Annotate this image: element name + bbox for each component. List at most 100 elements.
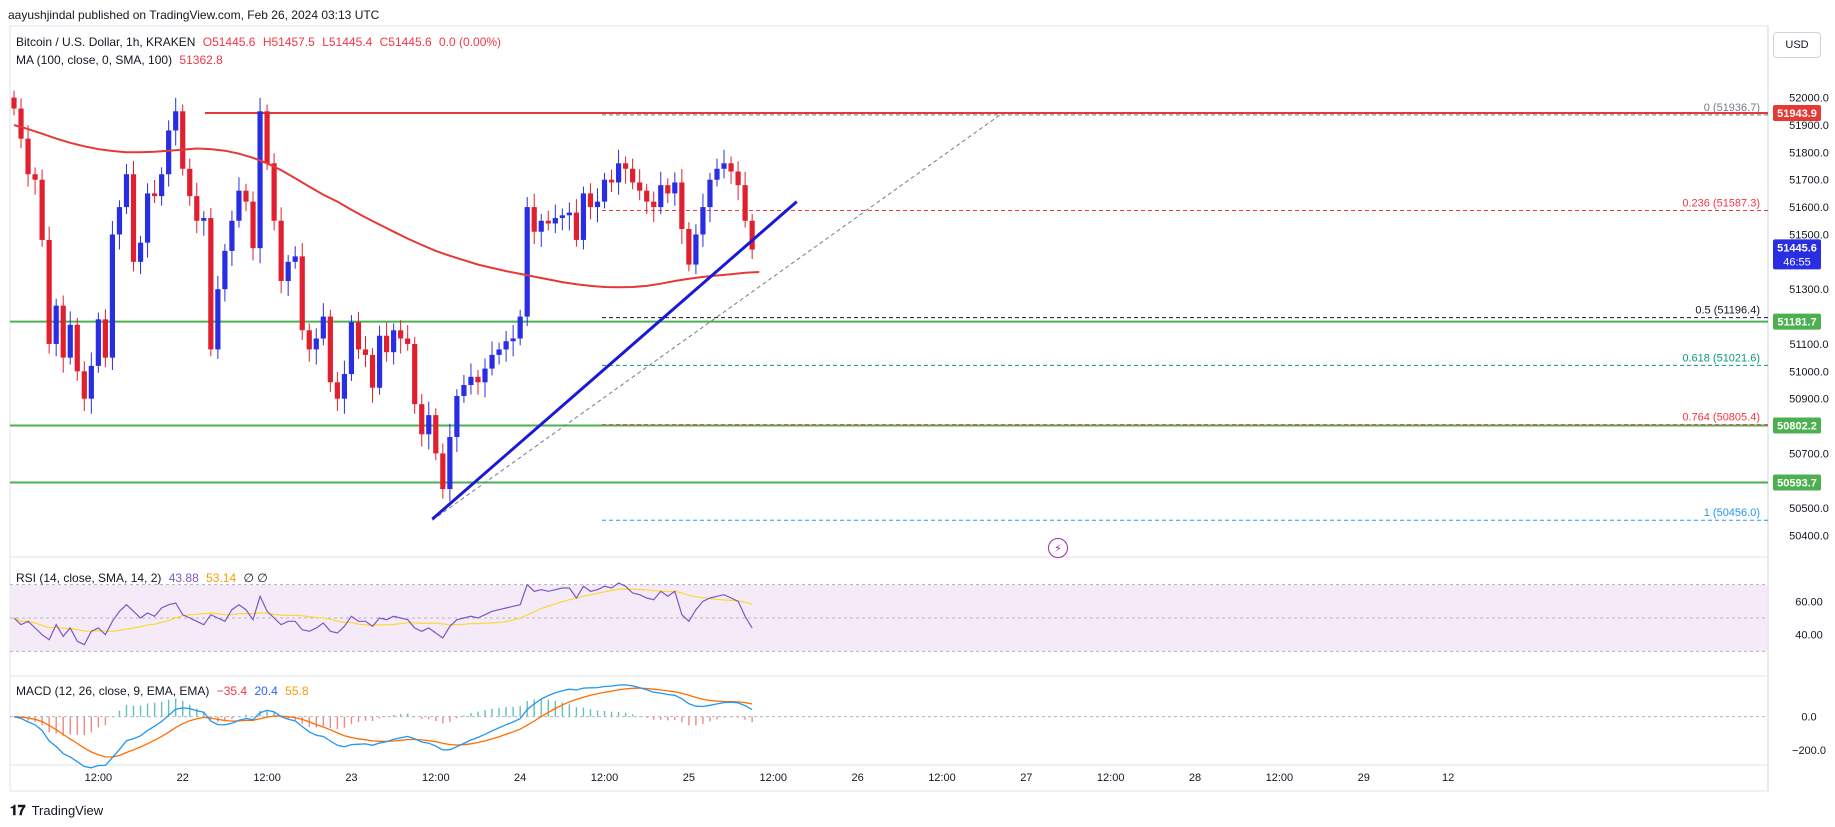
candle-body bbox=[601, 179, 608, 202]
candle-body bbox=[285, 261, 291, 281]
candle-body bbox=[11, 97, 17, 109]
candle-body bbox=[594, 201, 601, 208]
candle-body bbox=[327, 316, 333, 383]
candle-body bbox=[320, 316, 326, 339]
candle-body bbox=[215, 289, 221, 350]
candle-body bbox=[95, 319, 101, 366]
candle-body bbox=[749, 220, 755, 250]
candle-body bbox=[299, 256, 305, 331]
candle-body bbox=[665, 185, 671, 194]
candle-body bbox=[630, 168, 636, 183]
candle-body bbox=[447, 437, 453, 490]
candle-body bbox=[412, 343, 418, 405]
time-tick-label: 28 bbox=[1189, 772, 1201, 784]
candle-body bbox=[587, 193, 594, 208]
candle-body bbox=[109, 234, 116, 358]
macd-signal-line bbox=[13, 687, 753, 758]
candle-body bbox=[531, 207, 537, 232]
candle-body bbox=[679, 182, 685, 229]
candle-body bbox=[651, 201, 657, 208]
time-tick-label: 12:00 bbox=[591, 772, 619, 784]
time-tick-label: 12 bbox=[1442, 772, 1454, 784]
price-tick-label: 51700.0 bbox=[1789, 175, 1829, 187]
ma-label: MA (100, close, 0, SMA, 100) bbox=[16, 53, 173, 67]
candle-body bbox=[496, 349, 502, 355]
candle-body bbox=[383, 335, 390, 353]
candle-body bbox=[721, 163, 727, 169]
macd-tick-label: −200.0 bbox=[1792, 745, 1826, 757]
candle-body bbox=[482, 368, 488, 383]
candle-body bbox=[348, 322, 355, 375]
tradingview-logo-icon: 𝟏𝟕 bbox=[10, 802, 26, 818]
candle-body bbox=[306, 330, 312, 350]
candle-body bbox=[440, 453, 446, 490]
candle-body bbox=[137, 242, 144, 262]
candle-body bbox=[278, 220, 284, 281]
bullish-trendline bbox=[431, 200, 798, 521]
candle-body bbox=[559, 215, 565, 219]
candle-body bbox=[334, 382, 340, 399]
candle-body bbox=[250, 201, 256, 249]
lightning-icon[interactable]: ⚡ bbox=[1048, 538, 1068, 558]
close-value: C51445.6 bbox=[379, 35, 432, 49]
candle-body bbox=[194, 196, 200, 221]
candle-body bbox=[552, 218, 558, 224]
low-value: L51445.4 bbox=[322, 35, 373, 49]
currency-button[interactable]: USD bbox=[1773, 32, 1821, 58]
symbol-title: Bitcoin / U.S. Dollar, 1h, KRAKEN bbox=[16, 35, 196, 49]
price-tick-label: 51600.0 bbox=[1789, 202, 1829, 214]
time-tick-label: 25 bbox=[683, 772, 695, 784]
candle-body bbox=[433, 415, 439, 454]
candle-body bbox=[292, 256, 298, 262]
symbol-legend: Bitcoin / U.S. Dollar, 1h, KRAKEN O51445… bbox=[16, 35, 505, 49]
fib-level-label: 0.5 (51196.4) bbox=[1695, 305, 1760, 317]
candle-body bbox=[187, 168, 193, 197]
rsi-ma-value: 53.14 bbox=[206, 571, 237, 585]
fib-level-label: 1 (50456.0) bbox=[1704, 507, 1760, 519]
price-tick-label: 51100.0 bbox=[1790, 339, 1829, 351]
price-tick-label: 50700.0 bbox=[1789, 448, 1829, 460]
candle-body bbox=[707, 179, 713, 208]
rsi-value: 43.88 bbox=[168, 571, 199, 585]
candle-body bbox=[123, 174, 130, 208]
candle-body bbox=[180, 111, 186, 169]
time-tick-label: 26 bbox=[851, 772, 863, 784]
macd-line bbox=[13, 684, 753, 769]
candle-body bbox=[81, 371, 87, 399]
candle-body bbox=[67, 324, 73, 358]
candle-body bbox=[714, 168, 720, 180]
rsi-legend[interactable]: RSI (14, close, SMA, 14, 2) 43.88 53.14 … bbox=[16, 571, 272, 585]
candle-body bbox=[742, 185, 748, 221]
time-tick-label: 27 bbox=[1020, 772, 1032, 784]
candle-body bbox=[376, 335, 383, 388]
publisher-line: aayushjindal published on TradingView.co… bbox=[8, 8, 380, 22]
candle-body bbox=[362, 349, 369, 355]
candle-body bbox=[88, 365, 94, 399]
time-tick-label: 22 bbox=[177, 772, 189, 784]
price-tick-label: 51000.0 bbox=[1789, 366, 1829, 378]
candle-body bbox=[46, 239, 52, 344]
candle-body bbox=[208, 218, 214, 350]
candle-body bbox=[693, 234, 699, 265]
rsi-label: RSI (14, close, SMA, 14, 2) bbox=[16, 571, 162, 585]
candle-body bbox=[257, 111, 263, 249]
price-tick-label: 51500.0 bbox=[1789, 229, 1829, 241]
candle-body bbox=[419, 404, 425, 435]
price-tick-label: 51900.0 bbox=[1789, 120, 1829, 132]
price-tick-label: 50900.0 bbox=[1789, 394, 1829, 406]
change-value: 0.0 (0.00%) bbox=[439, 35, 502, 49]
open-value: O51445.6 bbox=[202, 35, 256, 49]
candle-body bbox=[74, 324, 80, 372]
candle-body bbox=[271, 163, 277, 221]
rsi-tick-label: 40.00 bbox=[1795, 630, 1823, 642]
candle-body bbox=[615, 163, 622, 183]
ma-legend[interactable]: MA (100, close, 0, SMA, 100) 51362.8 bbox=[16, 53, 227, 67]
time-tick-label: 12:00 bbox=[759, 772, 787, 784]
ma-value: 51362.8 bbox=[179, 53, 223, 67]
tradingview-brand[interactable]: 𝟏𝟕 TradingView bbox=[10, 802, 103, 819]
time-tick-label: 29 bbox=[1358, 772, 1370, 784]
macd-legend[interactable]: MACD (12, 26, close, 9, EMA, EMA) −35.4 … bbox=[16, 684, 313, 698]
candle-body bbox=[166, 130, 172, 175]
candle-body bbox=[644, 190, 650, 202]
